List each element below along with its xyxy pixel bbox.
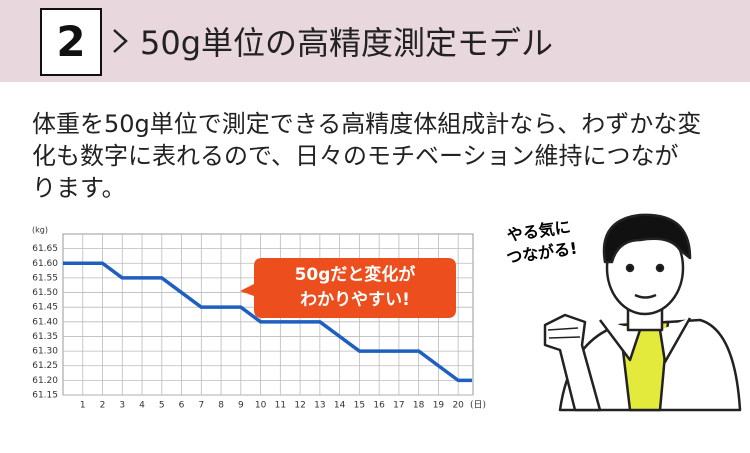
y-tick-label: 61.45	[32, 303, 58, 313]
x-tick-label: 17	[393, 401, 404, 411]
x-tick-label: 13	[314, 401, 325, 411]
x-tick-label: 5	[159, 401, 165, 411]
paragraph-line: 化も数字に表れるので、日々のモチベーション維持につなが	[32, 142, 679, 170]
x-tick-label: 15	[354, 401, 365, 411]
x-tick-label: 18	[413, 401, 425, 411]
y-tick-label: 61.30	[32, 347, 58, 357]
x-tick-label: 12	[294, 401, 305, 411]
y-tick-label: 61.20	[32, 376, 58, 386]
x-tick-label: 14	[334, 401, 346, 411]
y-tick-label: 61.60	[32, 259, 58, 269]
callout-box	[240, 258, 456, 318]
x-unit: (日)	[470, 400, 486, 411]
data-line	[63, 261, 473, 383]
illustration	[543, 213, 742, 412]
x-tick-label: 20	[452, 401, 464, 411]
x-tick-label: 11	[275, 401, 286, 411]
callout-line: わかりやすい!	[300, 290, 410, 310]
y-tick-label: 61.15	[32, 391, 58, 401]
chevron	[113, 29, 128, 53]
y-tick-label: 61.40	[32, 317, 58, 327]
x-tick-label: 4	[139, 401, 145, 411]
x-tick-label: 9	[238, 401, 244, 411]
y-tick-label: 61.65	[32, 244, 58, 254]
paragraph-line: 体重を50g単位で測定できる高精度体組成計なら、わずかな変	[32, 110, 702, 138]
paragraph: 体重を50g単位で測定できる高精度体組成計なら、わずかな変 化も数字に表れるので…	[32, 108, 701, 204]
x-tick-label: 8	[218, 401, 224, 411]
y-tick-label: 61.55	[32, 273, 58, 283]
x-tick-label: 2	[100, 401, 106, 411]
section-number: 2	[40, 8, 102, 76]
x-tick-label: 16	[373, 401, 385, 411]
x-tick-label: 10	[255, 401, 267, 411]
callout-line: 50gだと変化が	[295, 264, 416, 285]
y-tick-label: 61.50	[32, 288, 58, 298]
header-title: 50g単位の高精度測定モデル	[140, 24, 554, 62]
paragraph-line: ります。	[32, 174, 126, 202]
y-tick-label: 61.35	[32, 332, 58, 342]
y-unit: (kg)	[32, 226, 48, 235]
x-tick-label: 19	[433, 401, 445, 411]
x-tick-label: 6	[179, 401, 185, 411]
x-tick-label: 3	[119, 401, 125, 411]
y-tick-label: 61.25	[32, 361, 58, 371]
x-tick-label: 7	[198, 401, 204, 411]
x-tick-label: 1	[80, 401, 86, 411]
chart: 61.15 61.20 61.25 61.30 61.35 61.40 61.45 61.50…	[32, 226, 486, 411]
